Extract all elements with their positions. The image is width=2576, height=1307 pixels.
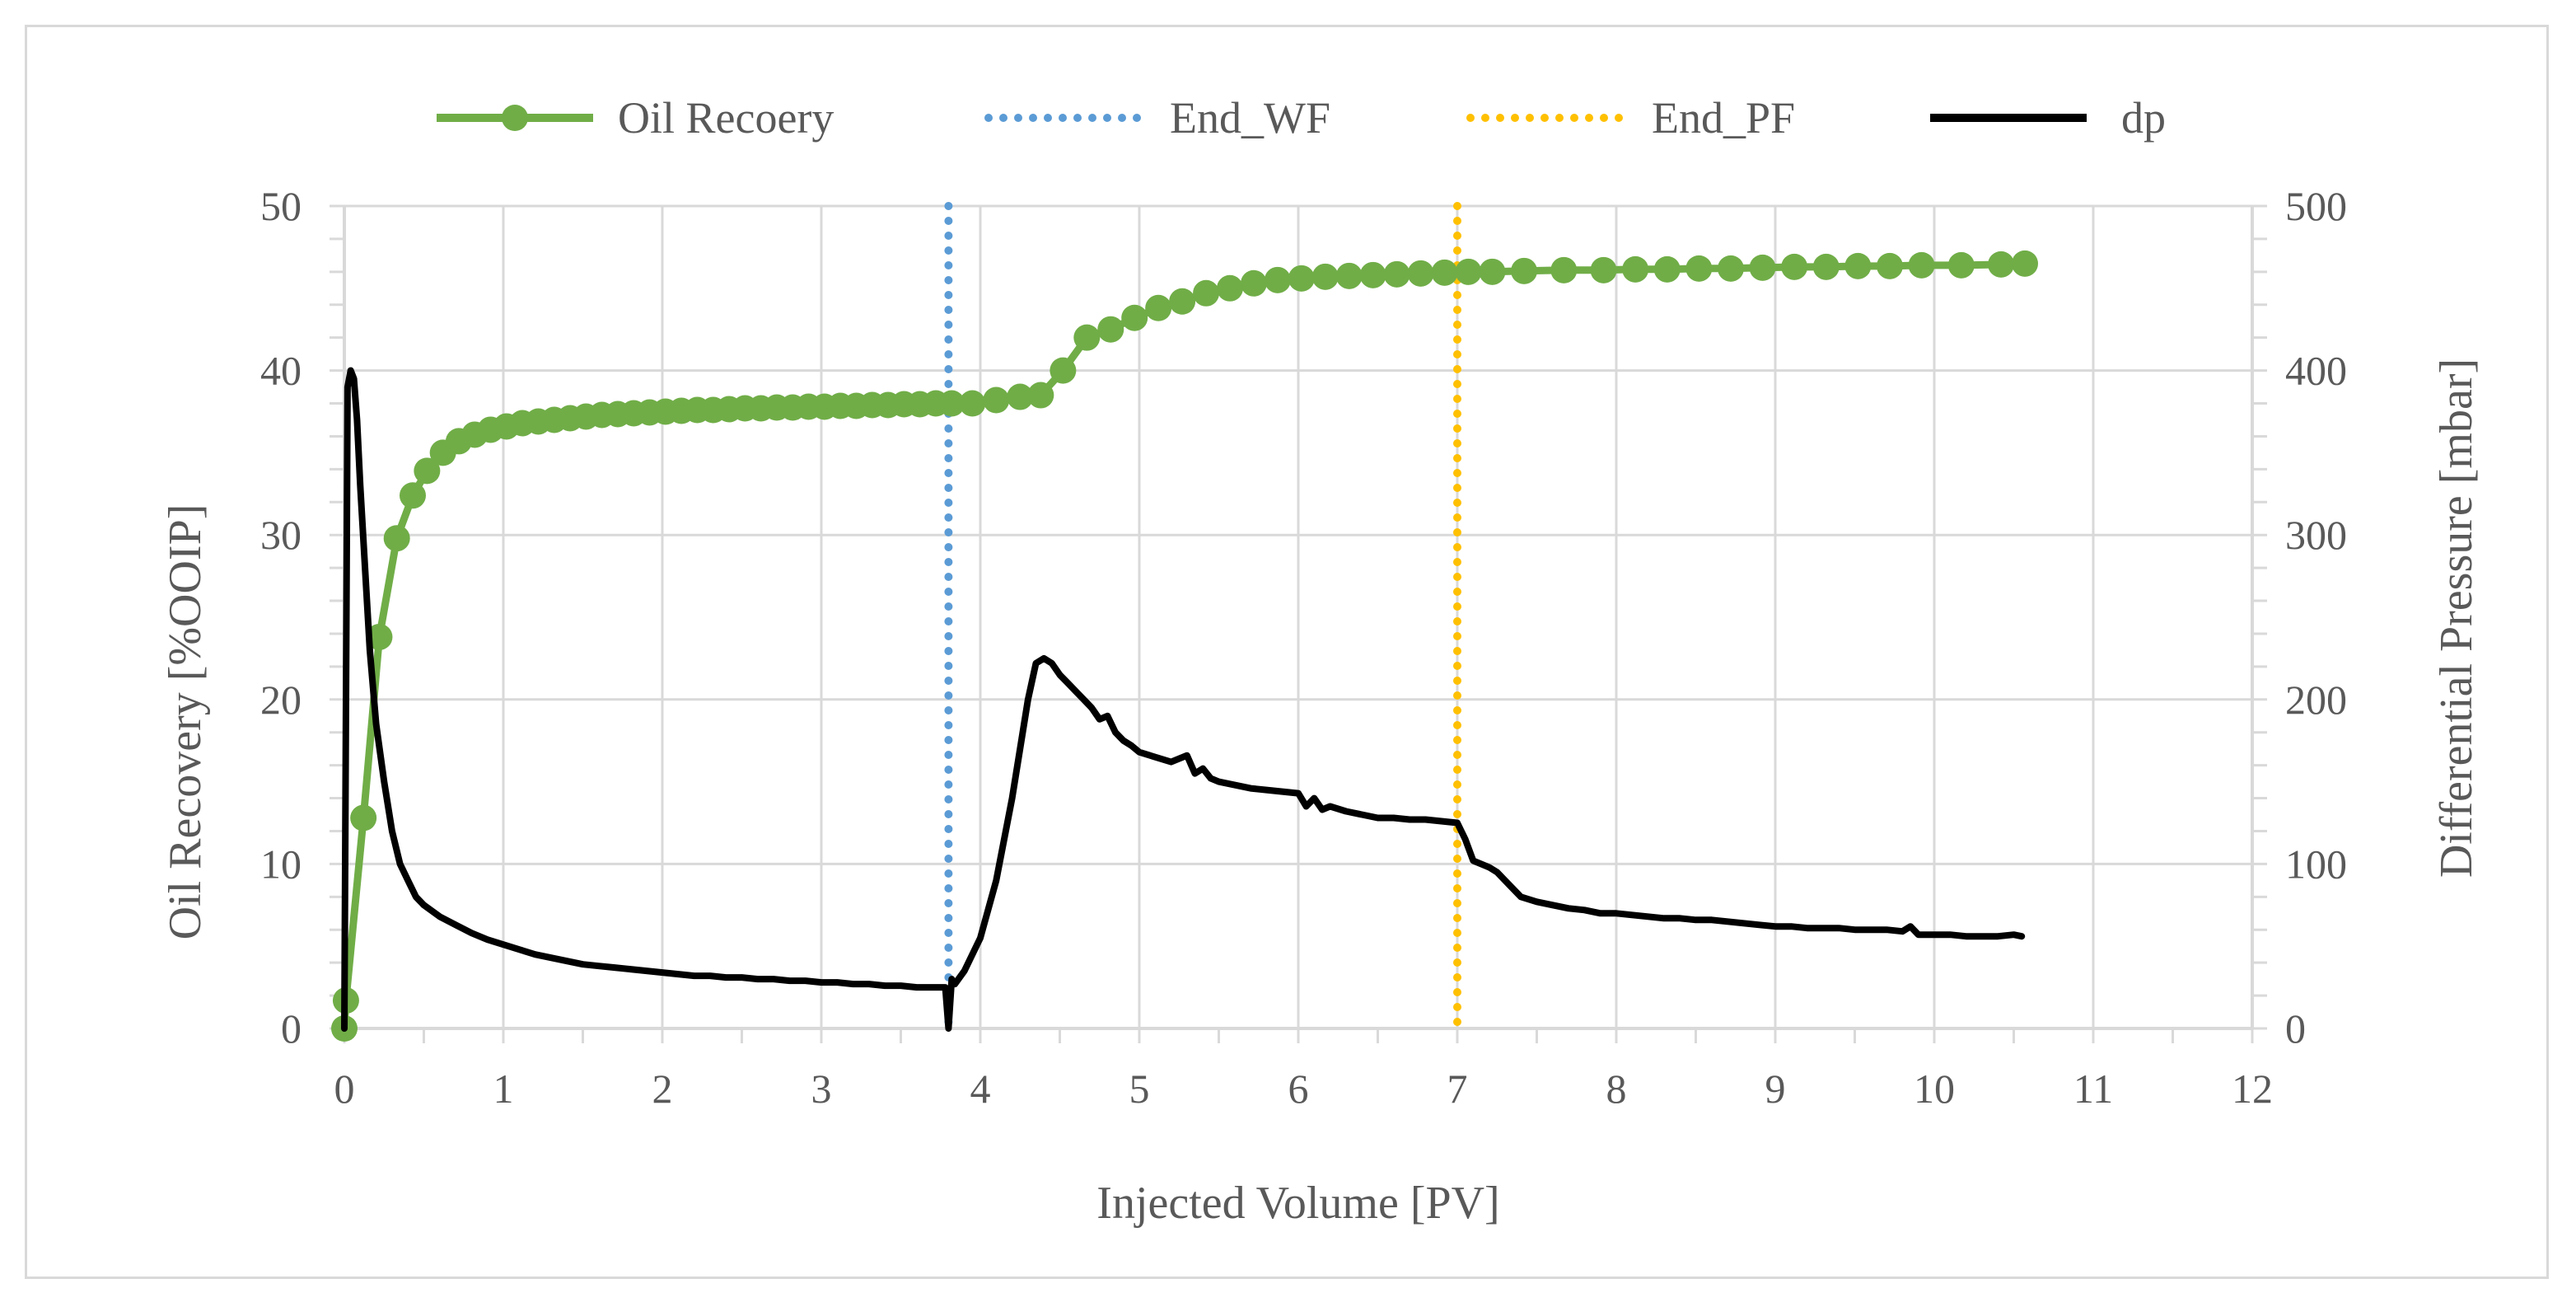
oil-recovery-point xyxy=(959,390,986,417)
oil-recovery-point xyxy=(1622,255,1649,283)
oil-recovery-point xyxy=(1121,304,1148,331)
y2-tick-label: 0 xyxy=(2285,1005,2306,1052)
legend: Oil Recoery End_WF End_PF dp xyxy=(437,93,2166,143)
oil-recovery-point xyxy=(938,390,965,417)
legend-item-end-wf: End_WF xyxy=(984,93,1330,143)
y-tick-label: 50 xyxy=(260,183,302,229)
y2-tick-label: 400 xyxy=(2285,348,2347,394)
oil-recovery-point xyxy=(1169,288,1196,315)
x-tick-label: 5 xyxy=(1129,1066,1150,1112)
x-axis-title: Injected Volume [PV] xyxy=(1096,1178,1499,1229)
chart-frame xyxy=(25,25,2549,1279)
oil-recovery-point xyxy=(1335,262,1363,289)
oil-recovery-point xyxy=(983,386,1010,414)
oil-recovery-point xyxy=(1217,274,1244,302)
oil-recovery-point xyxy=(1947,251,1975,279)
y-tick-label: 0 xyxy=(281,1005,302,1052)
oil-recovery-point xyxy=(1511,257,1538,284)
series xyxy=(331,250,2039,1042)
series-line-dp xyxy=(341,367,2026,1032)
x-tick-label: 3 xyxy=(811,1066,832,1112)
legend-item-dp: dp xyxy=(1930,93,2166,143)
oil-recovery-point xyxy=(366,623,393,650)
marker-lines xyxy=(944,202,1461,1033)
oil-recovery-point xyxy=(1288,265,1315,292)
oil-recovery-point xyxy=(1685,255,1713,282)
x-tick-label: 9 xyxy=(1765,1066,1786,1112)
oil-recovery-point xyxy=(1097,316,1124,343)
oil-recovery-point xyxy=(1145,294,1172,321)
oil-recovery-point xyxy=(414,457,441,485)
oil-recovery-point xyxy=(1550,256,1578,283)
oil-recovery-point xyxy=(1311,263,1339,290)
y-tick-label: 20 xyxy=(260,677,302,723)
y2-axis-title: Differential Pressure [mbar] xyxy=(2431,358,2482,878)
oil-recovery-point xyxy=(1050,357,1077,384)
x-tick-label: 12 xyxy=(2232,1066,2273,1112)
oil-recovery-point xyxy=(1908,251,1935,279)
oil-recovery-point xyxy=(1749,254,1776,281)
oil-recovery-point xyxy=(1073,324,1101,351)
oil-recovery-point xyxy=(1027,382,1054,409)
oil-recovery-point xyxy=(1717,255,1744,282)
oil-recovery-point xyxy=(1193,279,1220,307)
series-line-oil-recovery xyxy=(340,260,2029,1033)
y-tick-label: 30 xyxy=(260,512,302,558)
oil-recovery-point xyxy=(1812,253,1840,280)
x-tick-label: 0 xyxy=(334,1066,355,1112)
oil-recovery-point xyxy=(1988,251,2015,278)
y2-tick-label: 300 xyxy=(2285,512,2347,558)
legend-label-dp: dp xyxy=(2121,93,2166,143)
y2-tick-label: 100 xyxy=(2285,841,2347,887)
oil-recovery-point xyxy=(1383,260,1410,288)
oil-recovery-point xyxy=(1781,253,1808,280)
oil-recovery-point xyxy=(1590,256,1617,283)
oil-recovery-point xyxy=(1455,258,1482,285)
x-tick-label: 8 xyxy=(1606,1066,1627,1112)
x-tick-label: 1 xyxy=(493,1066,514,1112)
oil-recovery-point xyxy=(1264,266,1291,293)
legend-item-end-pf: End_PF xyxy=(1466,93,1795,143)
tick-labels: 0 1 2 3 4 5 6 7 8 9 10 11 12010203040500100200300400… xyxy=(260,183,2347,1112)
oil-recovery-point xyxy=(350,804,377,832)
y-tick-label: 10 xyxy=(260,841,302,887)
oil-recovery-point xyxy=(1359,261,1386,288)
oil-recovery-point xyxy=(1407,260,1434,287)
y2-tick-label: 500 xyxy=(2285,183,2347,229)
x-tick-label: 4 xyxy=(970,1066,991,1112)
y-axis-title: Oil Recovery [%OOIP] xyxy=(160,504,211,940)
oil-recovery-point xyxy=(399,482,426,509)
oil-recovery-point xyxy=(1431,259,1458,286)
y2-tick-label: 200 xyxy=(2285,677,2347,723)
x-tick-label: 11 xyxy=(2073,1066,2113,1112)
legend-label-oil-recovery: Oil Recoery xyxy=(618,93,834,143)
legend-label-end-pf: End_PF xyxy=(1652,93,1795,143)
oil-recovery-point xyxy=(1876,252,1903,279)
x-tick-label: 2 xyxy=(652,1066,673,1112)
x-tick-label: 10 xyxy=(1914,1066,1955,1112)
x-tick-label: 7 xyxy=(1447,1066,1468,1112)
legend-marker-oil-recovery xyxy=(502,105,528,131)
legend-item-oil-recovery: Oil Recoery xyxy=(437,93,834,143)
oil-recovery-point xyxy=(383,525,410,552)
gridlines xyxy=(343,204,2254,1030)
oil-recovery-point xyxy=(1007,383,1034,410)
oil-recovery-point xyxy=(2012,250,2039,277)
oil-recovery-point xyxy=(1844,252,1872,279)
oil-recovery-point xyxy=(1653,255,1681,283)
y-tick-label: 40 xyxy=(260,348,302,394)
oil-recovery-point xyxy=(1240,269,1267,297)
legend-label-end-wf: End_WF xyxy=(1170,93,1330,143)
x-tick-label: 6 xyxy=(1288,1066,1309,1112)
oil-recovery-point xyxy=(1479,258,1506,285)
